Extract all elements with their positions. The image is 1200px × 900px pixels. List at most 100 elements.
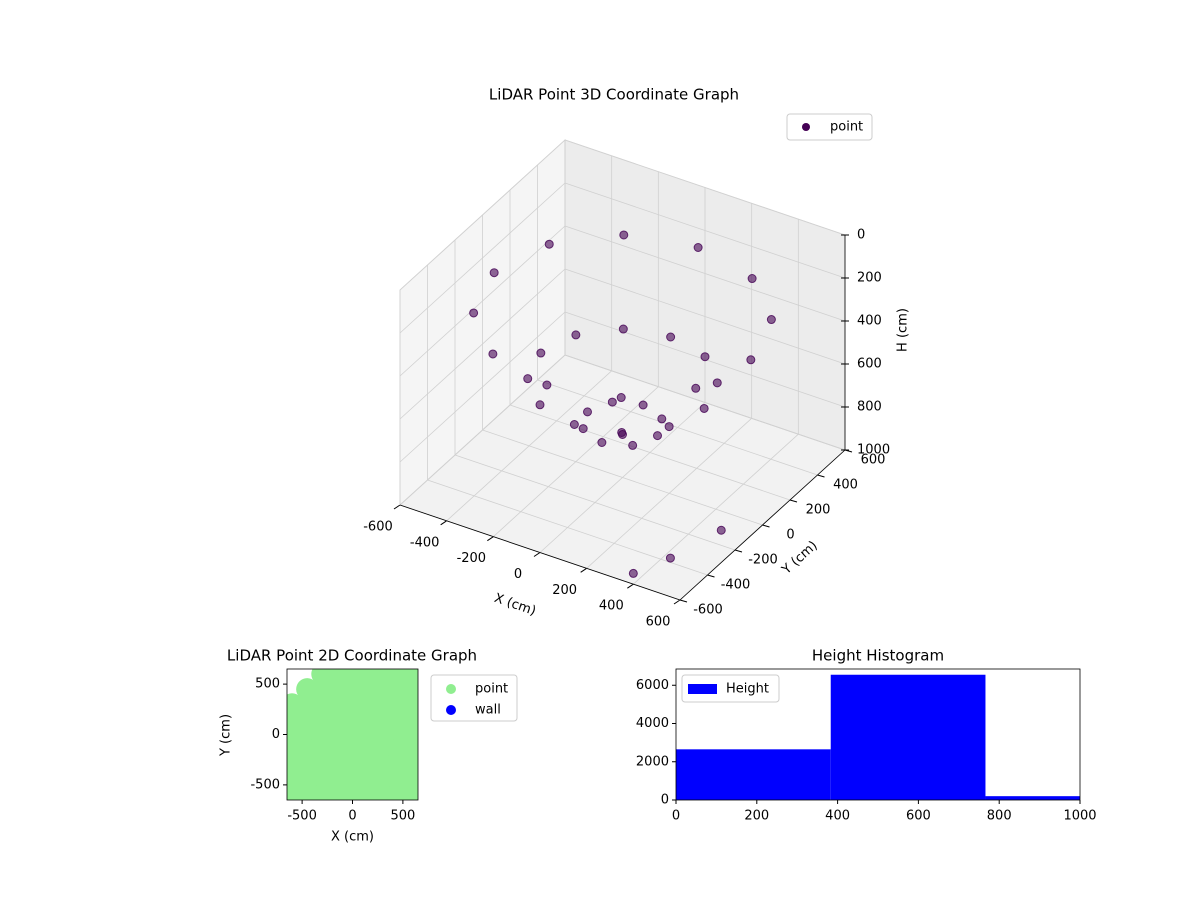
y-tick — [707, 574, 715, 578]
point — [544, 239, 554, 249]
point — [356, 768, 379, 791]
point — [386, 678, 409, 701]
point — [607, 397, 617, 407]
point — [326, 723, 349, 746]
point — [356, 693, 379, 716]
y-tick-label: -400 — [721, 578, 751, 593]
grid-line — [564, 268, 846, 365]
point — [371, 708, 394, 731]
point — [296, 678, 319, 701]
point — [578, 424, 588, 434]
chart-3d: -600-400-2000200400600-600-400-200020040… — [363, 86, 910, 630]
z-tick-label: 1000 — [857, 443, 890, 458]
point — [664, 422, 674, 432]
grid-line — [399, 225, 566, 377]
grid-line — [564, 182, 846, 279]
point — [311, 678, 334, 701]
y-tick-label: 4000 — [636, 716, 669, 731]
z-tick-label: 800 — [857, 400, 882, 415]
point — [296, 738, 319, 761]
legend-marker — [446, 684, 456, 694]
point — [571, 330, 581, 340]
point — [700, 352, 710, 362]
x-axis-label: X (cm) — [492, 591, 538, 619]
x-tick-label: 0 — [514, 567, 522, 582]
x-tick-label: -600 — [363, 520, 393, 535]
point — [341, 678, 364, 701]
point — [666, 332, 676, 342]
point — [311, 723, 334, 746]
bar — [676, 749, 831, 800]
point — [766, 315, 776, 325]
point — [311, 693, 334, 716]
point — [371, 678, 394, 701]
z-tick-label: 0 — [857, 228, 865, 243]
point — [356, 723, 379, 746]
grid-line — [399, 268, 566, 420]
x-tick — [487, 536, 494, 542]
point — [311, 753, 334, 776]
point — [386, 753, 409, 776]
chart-title: LiDAR Point 2D Coordinate Graph — [227, 647, 477, 665]
plot-area — [676, 674, 1080, 800]
x-tick-label: 600 — [646, 615, 671, 630]
legend-marker — [688, 684, 717, 694]
point — [371, 738, 394, 761]
chart-title: Height Histogram — [812, 647, 944, 665]
point — [653, 431, 662, 441]
grid-line — [399, 182, 566, 334]
grid-line — [564, 225, 846, 322]
point — [535, 400, 545, 410]
point — [296, 723, 319, 746]
y-tick-label: -200 — [748, 553, 778, 568]
x-tick-label: -500 — [287, 809, 317, 824]
x-tick-label: 500 — [390, 809, 415, 824]
point — [489, 268, 499, 278]
y-tick-label: 500 — [255, 677, 280, 692]
point — [311, 768, 334, 791]
y-axis-label: Y (cm) — [219, 714, 234, 757]
point — [386, 768, 409, 791]
plot-area — [287, 669, 418, 800]
point — [386, 738, 409, 761]
point — [616, 393, 626, 403]
x-tick-label: 0 — [348, 809, 356, 824]
point — [523, 374, 533, 384]
legend-label: point — [830, 120, 863, 135]
x-tick-label: 1000 — [1063, 809, 1096, 824]
y-tick-label: 0 — [661, 793, 669, 808]
grid-line — [509, 404, 791, 501]
axes-frame — [675, 668, 1081, 801]
point — [542, 380, 552, 390]
point — [296, 693, 319, 716]
x-tick-label: -400 — [410, 535, 440, 550]
y-tick — [817, 474, 825, 478]
point — [638, 400, 648, 410]
legend-label: point — [475, 682, 508, 697]
point — [665, 553, 675, 563]
point — [311, 738, 334, 761]
point — [583, 407, 592, 417]
point — [401, 783, 418, 800]
x-tick — [393, 504, 401, 510]
grid-line — [564, 139, 846, 236]
point — [712, 378, 722, 388]
point — [699, 403, 709, 413]
grid-line — [454, 454, 736, 551]
z-tick-label: 600 — [857, 357, 882, 372]
x-tick-label: 600 — [906, 809, 931, 824]
point — [311, 708, 334, 731]
grid-line — [427, 479, 708, 576]
point — [536, 348, 546, 358]
point — [469, 308, 479, 318]
x-axis-label: X (cm) — [331, 830, 374, 845]
point — [386, 693, 409, 716]
legend-marker — [802, 123, 810, 131]
grid-line — [399, 311, 566, 463]
x-tick-label: 400 — [825, 809, 850, 824]
x-tick-label: 200 — [744, 809, 769, 824]
point — [341, 708, 364, 731]
chart-title: LiDAR Point 3D Coordinate Graph — [489, 86, 739, 104]
y-axis-label: Y (cm) — [779, 538, 821, 578]
legend-label: wall — [475, 703, 501, 718]
